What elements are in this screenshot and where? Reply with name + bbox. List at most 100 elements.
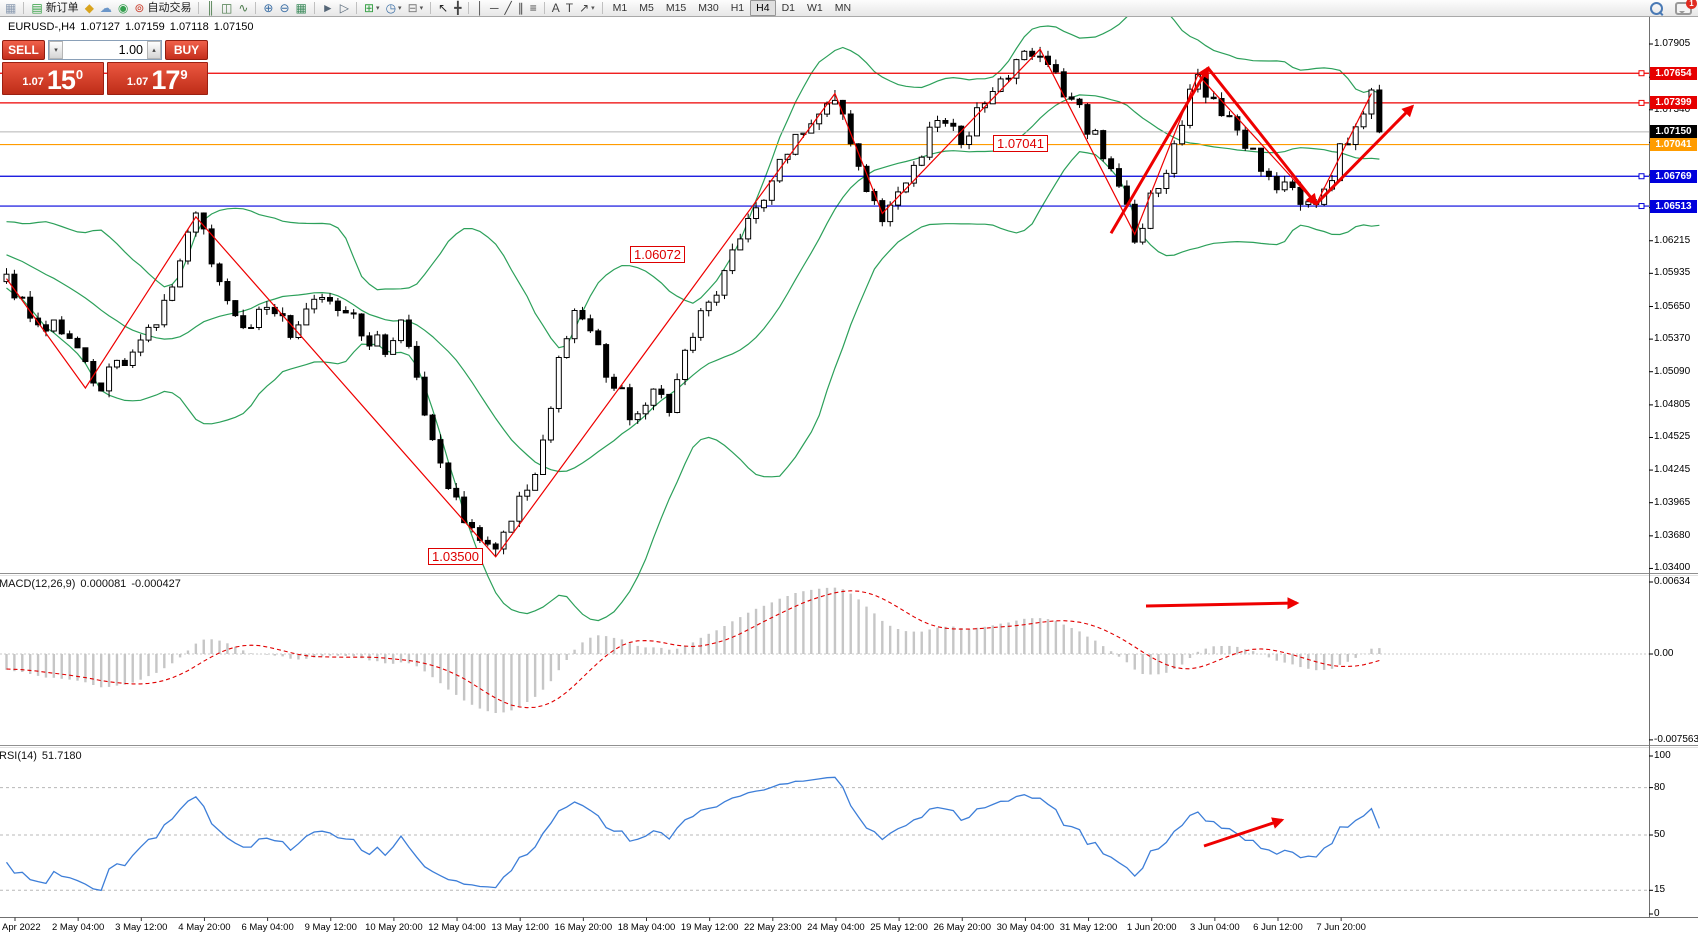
symbol-ohlc-line: EURUSD-,H4 1.07127 1.07159 1.07118 1.07150 bbox=[8, 21, 258, 33]
toolbar-separator bbox=[468, 2, 470, 14]
toolbar-separator bbox=[313, 2, 315, 14]
horizontal-line-icon[interactable]: ─ bbox=[487, 1, 502, 16]
templates-icon[interactable]: ⊟ ▾ bbox=[405, 1, 427, 16]
line-chart-icon[interactable]: ∿ bbox=[235, 1, 251, 16]
templates-icon: ⊟ bbox=[407, 0, 418, 15]
timeframe-button-m5[interactable]: M5 bbox=[639, 2, 654, 14]
toolbar-buttons: ▦ ▤ 新订单 ◆ ☁ ◉ ⊚ 自动交易 ║ ◫ ∿ ⊕ ⊖ ▦ ► ▷ ⊞ ▾ ◷ ▾ ⊟ ▾ ↖ ╋ │ ─ ╱ ∥ ≡ A T ↗ ▾ M1… bbox=[2, 0, 857, 16]
timeframe-button-m30[interactable]: M30 bbox=[698, 2, 719, 14]
trendline-icon[interactable]: ╱ bbox=[501, 1, 514, 16]
timeframe-button-w1[interactable]: W1 bbox=[807, 2, 823, 14]
buy-button[interactable]: BUY bbox=[165, 40, 208, 60]
zigzag-line[interactable] bbox=[6, 48, 1373, 558]
bar-chart-icon[interactable]: ║ bbox=[203, 1, 218, 16]
cursor-icon: ↖ bbox=[438, 0, 449, 15]
candlestick-chart-icon[interactable]: ◫ bbox=[218, 1, 235, 16]
trend-arrow bbox=[1315, 104, 1415, 206]
horizontal-line-icon: ─ bbox=[489, 0, 499, 15]
equidistant-channel-icon: ∥ bbox=[517, 0, 524, 15]
toolbar-separator bbox=[23, 2, 25, 14]
ohlc-high: 1.07159 bbox=[125, 21, 165, 33]
fibonacci-icon[interactable]: ≡ bbox=[527, 1, 540, 16]
cursor-icon[interactable]: ↖ bbox=[435, 1, 451, 16]
volume-input[interactable] bbox=[63, 41, 147, 59]
vertical-line-icon: │ bbox=[476, 0, 484, 15]
volume-increase-button[interactable]: ▴ bbox=[147, 41, 161, 59]
web-terminal-icon[interactable]: ☁ bbox=[97, 1, 115, 16]
chevron-down-icon[interactable]: ▾ bbox=[376, 4, 380, 12]
arrows-icon[interactable]: ↗ ▾ bbox=[576, 1, 598, 16]
equidistant-channel-icon[interactable]: ∥ bbox=[515, 1, 527, 16]
text-label-icon[interactable]: T bbox=[563, 1, 576, 16]
candlestick-chart-icon: ◫ bbox=[220, 0, 233, 15]
sell-price-display[interactable]: 1.07 15 0 bbox=[2, 62, 104, 95]
top-toolbar: ▦ ▤ 新订单 ◆ ☁ ◉ ⊚ 自动交易 ║ ◫ ∿ ⊕ ⊖ ▦ ► ▷ ⊞ ▾ ◷ ▾ ⊟ ▾ ↖ ╋ │ ─ ╱ ∥ ≡ A T ↗ ▾ M1… bbox=[0, 0, 1698, 17]
timeframe-button-m15[interactable]: M15 bbox=[665, 2, 687, 14]
buy-price-display[interactable]: 1.07 17 9 bbox=[106, 62, 208, 95]
toolbar-separator bbox=[255, 2, 257, 14]
ohlc-close: 1.07150 bbox=[213, 21, 254, 33]
new-order-icon-label: 新订单 bbox=[45, 1, 79, 14]
crosshair-icon[interactable]: ╋ bbox=[451, 1, 464, 16]
search-icon[interactable] bbox=[1650, 2, 1663, 15]
add-indicator-icon[interactable]: ⊞ ▾ bbox=[361, 1, 383, 16]
sell-button[interactable]: SELL bbox=[2, 40, 45, 60]
trend-arrows[interactable] bbox=[1109, 65, 1415, 234]
periods-icon: ◷ bbox=[385, 0, 397, 15]
axis-ticks bbox=[14, 43, 1653, 921]
rsi-line bbox=[5, 776, 1380, 892]
history-center-icon[interactable]: ◆ bbox=[82, 1, 97, 16]
timeframe-button-d1[interactable]: D1 bbox=[781, 2, 796, 14]
timeframe-button-h4[interactable]: H4 bbox=[750, 0, 776, 16]
web-terminal-icon: ☁ bbox=[99, 0, 112, 15]
chart-shift-icon[interactable]: ▷ bbox=[337, 1, 352, 16]
tile-windows-icon[interactable]: ▦ bbox=[293, 1, 310, 16]
horizontal-line-objects[interactable] bbox=[0, 70, 1649, 210]
line-chart-icon: ∿ bbox=[238, 0, 249, 15]
periods-icon[interactable]: ◷ ▾ bbox=[383, 1, 405, 16]
bollinger-bands bbox=[6, 0, 1380, 622]
chart-window-icon[interactable]: ▦ bbox=[2, 1, 19, 16]
zoom-in-icon: ⊕ bbox=[263, 0, 274, 15]
autotrading-icon[interactable]: ⊚ 自动交易 bbox=[131, 1, 194, 16]
toolbar-separator bbox=[430, 2, 432, 14]
toolbar-separator bbox=[355, 2, 357, 14]
volume-decrease-button[interactable]: ▾ bbox=[49, 41, 63, 59]
tile-windows-icon: ▦ bbox=[295, 0, 307, 15]
chevron-down-icon[interactable]: ▾ bbox=[398, 4, 402, 12]
zoom-out-icon[interactable]: ⊖ bbox=[276, 1, 292, 16]
auto-scroll-icon[interactable]: ► bbox=[319, 1, 337, 16]
notification-badge: 1 bbox=[1686, 0, 1697, 9]
vertical-line-icon[interactable]: │ bbox=[473, 1, 487, 16]
signals-icon[interactable]: ◉ bbox=[115, 1, 131, 16]
macd-indicator bbox=[0, 587, 1649, 713]
chat-icon[interactable]: 1 bbox=[1675, 0, 1697, 15]
text-icon: A bbox=[551, 0, 560, 15]
trend-arrow bbox=[1206, 66, 1318, 206]
toolbar-right: 1 bbox=[1650, 0, 1697, 16]
chevron-down-icon[interactable]: ▾ bbox=[419, 4, 424, 12]
bar-chart-icon: ║ bbox=[206, 0, 215, 15]
rsi-arrow[interactable] bbox=[1203, 817, 1285, 848]
macd-arrow[interactable] bbox=[1145, 597, 1300, 610]
chevron-down-icon[interactable]: ▾ bbox=[591, 4, 595, 12]
symbol-period-label: EURUSD-,H4 bbox=[8, 21, 76, 33]
timeframe-button-mn[interactable]: MN bbox=[834, 2, 852, 14]
zoom-in-icon[interactable]: ⊕ bbox=[260, 1, 276, 16]
timeframe-button-m1[interactable]: M1 bbox=[612, 2, 628, 14]
crosshair-icon: ╋ bbox=[454, 0, 462, 15]
chart-window-icon: ▦ bbox=[5, 0, 17, 15]
text-icon[interactable]: A bbox=[549, 1, 563, 16]
pane-separators bbox=[0, 17, 1698, 918]
timeframe-button-h1[interactable]: H1 bbox=[730, 2, 745, 14]
autotrading-icon: ⊚ bbox=[134, 0, 145, 15]
zoom-out-icon: ⊖ bbox=[279, 0, 290, 15]
toolbar-separator bbox=[198, 2, 200, 14]
new-order-icon: ▤ bbox=[31, 0, 43, 15]
sell-price-point: 0 bbox=[75, 67, 84, 82]
new-order-icon[interactable]: ▤ 新订单 bbox=[28, 1, 81, 16]
buy-price-point: 9 bbox=[180, 67, 188, 82]
